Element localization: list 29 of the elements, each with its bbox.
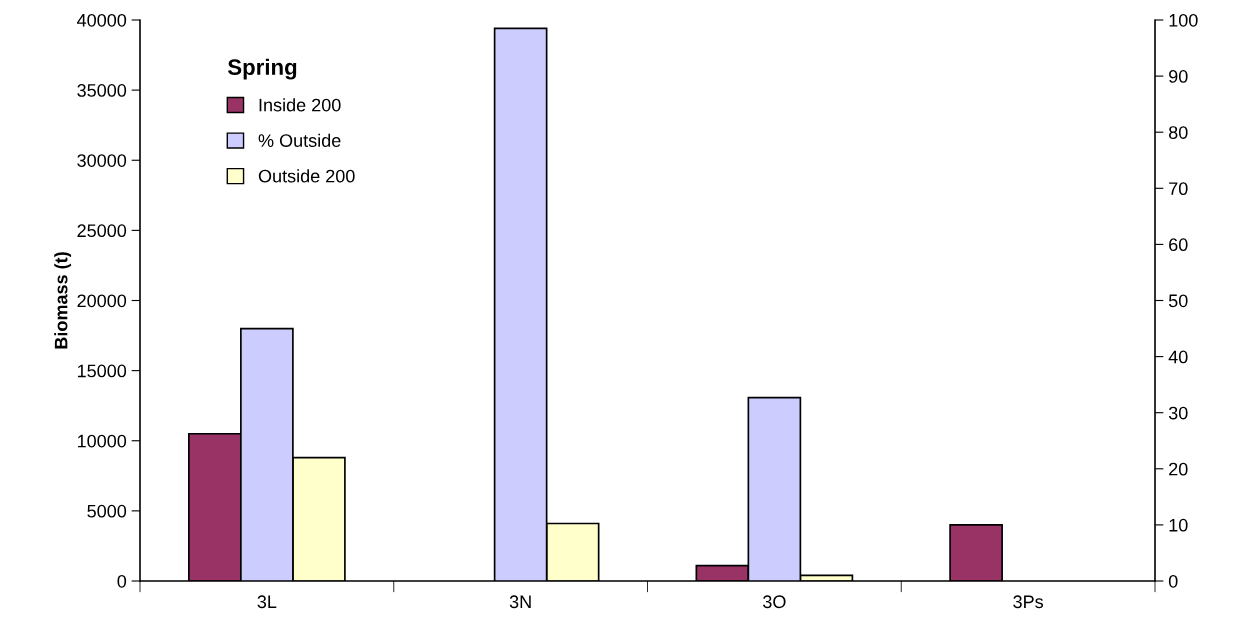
x-tick-label: 3Ps xyxy=(1013,595,1044,609)
y-tick-label: 40000 xyxy=(77,13,127,27)
y-tick-label: 20000 xyxy=(77,294,127,308)
y2-tick-label: 50 xyxy=(1168,294,1188,308)
y2-tick-label: 60 xyxy=(1169,238,1188,252)
legend-label: Outside 200 xyxy=(258,169,355,183)
y2-tick-label: 70 xyxy=(1169,182,1188,196)
y-tick-label: 35000 xyxy=(77,84,127,97)
y-tick-label: 5000 xyxy=(87,504,127,518)
y-tick-label: 25000 xyxy=(77,224,127,238)
legend-title: Spring xyxy=(227,58,297,80)
x-tick-label: 3L xyxy=(257,595,277,609)
y2-tick-label: 10 xyxy=(1169,518,1188,532)
y2-tick-label: 90 xyxy=(1169,70,1188,83)
y-tick-label: 10000 xyxy=(77,434,127,448)
legend-label: % Outside xyxy=(258,133,341,147)
y-tick-label: 15000 xyxy=(77,364,127,378)
y2-tick-label: 100 xyxy=(1169,13,1198,27)
y-axis-title: Biomass (t) xyxy=(54,252,72,349)
x-tick-label: 3N xyxy=(509,595,531,609)
y2-tick-label: 80 xyxy=(1168,126,1188,139)
y-tick-label: 0 xyxy=(117,574,127,588)
y2-tick-label: 40 xyxy=(1168,350,1188,364)
y-tick-label: 30000 xyxy=(77,154,127,167)
y2-tick-label: 20 xyxy=(1169,462,1188,476)
y2-tick-label: 30 xyxy=(1168,406,1188,420)
legend-label: Inside 200 xyxy=(259,98,341,112)
x-tick-label: 3O xyxy=(763,595,786,609)
y2-tick-label: 0 xyxy=(1168,574,1178,588)
